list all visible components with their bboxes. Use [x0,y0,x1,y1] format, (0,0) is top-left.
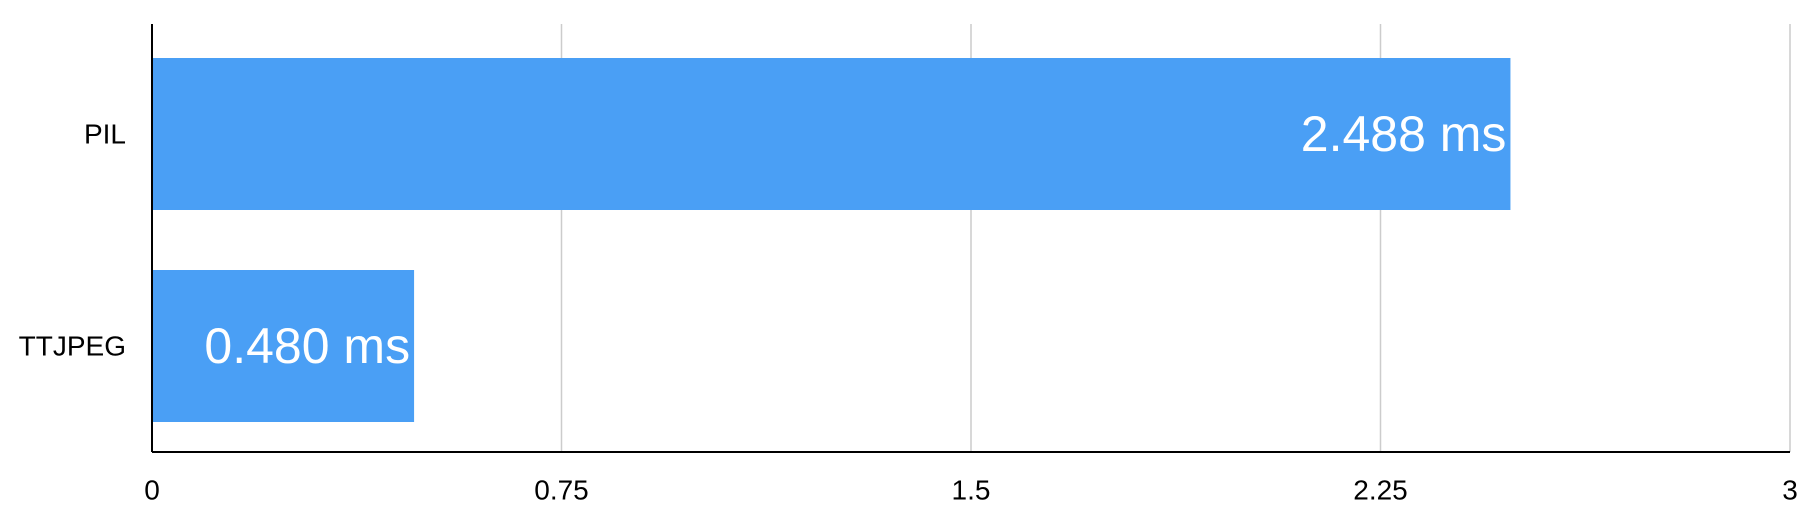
labels: 2.488 ms PIL 0.480 ms TTJPEG 0 0.75 1.5 2.25 3 [19,106,1798,506]
bar-ttjpeg [152,270,415,422]
axes [151,24,1790,453]
x-tick-label-3: 2.25 [1353,475,1408,506]
data-label-pil: 2.488 ms [1301,106,1507,162]
category-label-ttjpeg: TTJPEG [19,331,126,362]
x-tick-label-0: 0 [144,475,160,506]
data-label-ttjpeg: 0.480 ms [204,318,410,374]
x-tick-label-4: 3 [1782,475,1798,506]
x-tick-label-2: 1.5 [952,475,991,506]
category-label-pil: PIL [84,119,126,150]
bar-pil [152,58,1511,210]
x-tick-label-1: 0.75 [534,475,589,506]
bars [152,58,1511,422]
